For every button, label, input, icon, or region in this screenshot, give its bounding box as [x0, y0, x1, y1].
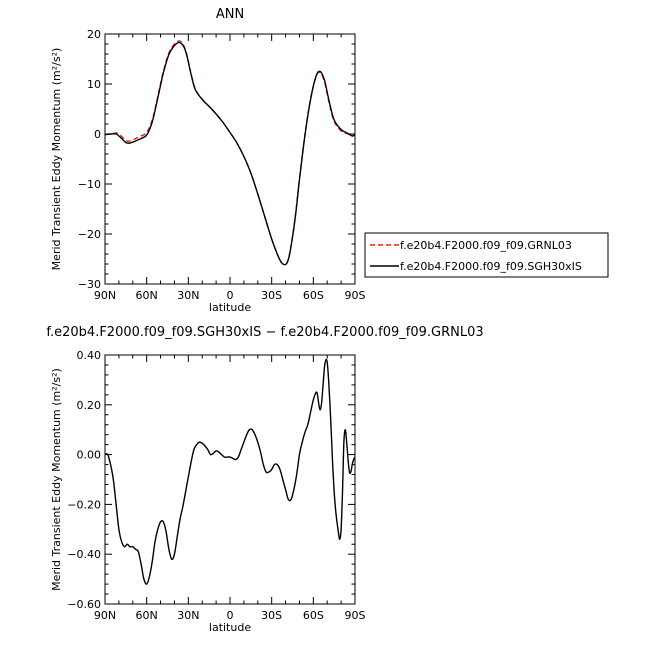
y-tick-label: 20: [87, 28, 101, 41]
y-tick-label: −0.20: [67, 498, 101, 511]
plot-frame: [104, 33, 356, 285]
series-line-1: [105, 41, 355, 266]
y-tick-label: −0.60: [67, 598, 101, 611]
series-line-0: [105, 40, 355, 266]
legend-entry-1: f.e20b4.F2000.f09_f09.SGH30xIS: [400, 260, 582, 273]
legend: f.e20b4.F2000.f09_f09.GRNL03 f.e20b4.F200…: [364, 232, 609, 278]
y-axis-label: Merid Transient Eddy Momentum (m²/s²): [50, 368, 63, 591]
y-tick-label: −10: [78, 178, 101, 191]
x-axis-label: latitude: [209, 301, 251, 314]
x-tick-label: 30N: [177, 289, 199, 302]
x-tick-label: 30N: [177, 609, 199, 622]
y-axis-label: Merid Transient Eddy Momentum (m²/s²): [50, 48, 63, 271]
y-tick-label: 10: [87, 78, 101, 91]
y-tick-label: −0.40: [67, 548, 101, 561]
legend-entry-0: f.e20b4.F2000.f09_f09.GRNL03: [400, 239, 572, 252]
y-tick-label: −20: [78, 228, 101, 241]
chart-title: ANN: [216, 7, 244, 22]
chart-title: f.e20b4.F2000.f09_f09.SGH30xIS − f.e20b4…: [46, 325, 483, 340]
series-line-0: [105, 358, 355, 585]
x-tick-label: 30S: [261, 609, 282, 622]
top-plot: ANN 90N 60N 30N 0 30S 60S 90S 20 10 0 −10 −20 −30 lati…: [50, 7, 366, 314]
x-tick-label: 60N: [136, 289, 158, 302]
x-tick-label: 90S: [345, 289, 366, 302]
x-tick-label: 60S: [303, 289, 324, 302]
x-tick-label: 0: [227, 289, 234, 302]
x-tick-label: 90N: [94, 289, 116, 302]
y-tick-label: 0.00: [77, 449, 102, 462]
x-axis-label: latitude: [209, 621, 251, 634]
x-tick-label: 90N: [94, 609, 116, 622]
y-tick-label: 0: [94, 128, 101, 141]
y-tick-label: 0.40: [77, 349, 102, 362]
x-tick-label: 30S: [261, 289, 282, 302]
x-tick-label: 60S: [303, 609, 324, 622]
bottom-plot: f.e20b4.F2000.f09_f09.SGH30xIS − f.e20b4…: [46, 325, 483, 634]
x-tick-label: 0: [227, 609, 234, 622]
x-tick-label: 90S: [345, 609, 366, 622]
y-tick-label: −30: [78, 278, 101, 291]
legend-box: [364, 232, 609, 278]
x-tick-label: 60N: [136, 609, 158, 622]
y-tick-label: 0.20: [77, 399, 102, 412]
